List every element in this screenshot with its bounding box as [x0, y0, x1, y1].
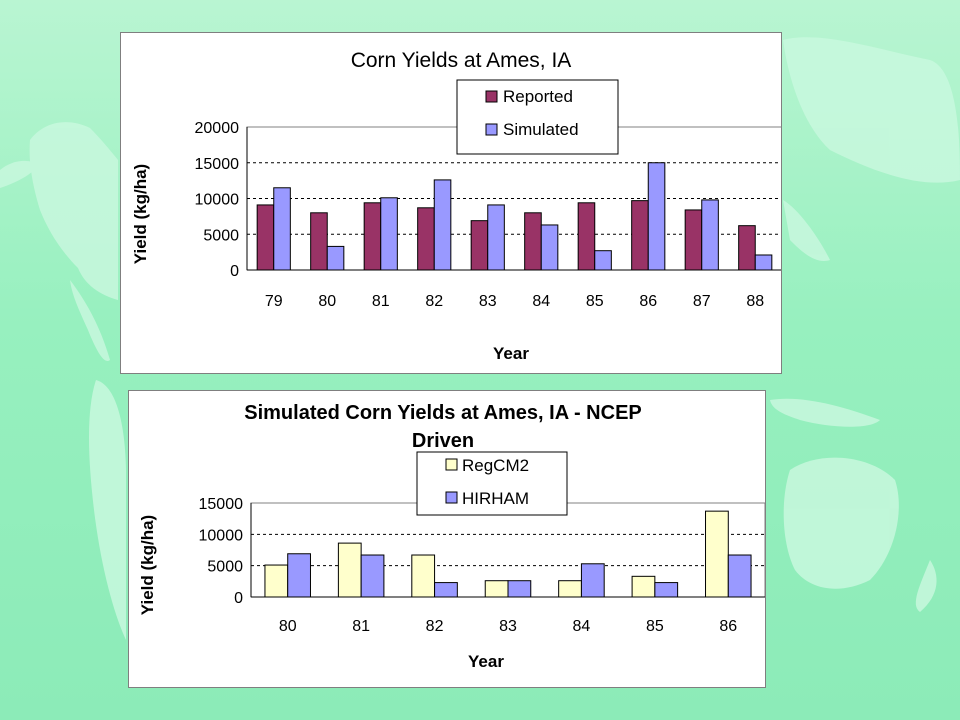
bar-hirham-84 [580, 563, 605, 598]
bar-regcm2-83 [484, 580, 509, 598]
y-axis-title: Yield (kg/ha) [131, 164, 150, 264]
x-tick-label: 87 [693, 293, 711, 310]
bar-chart-reported-vs-simulated: Corn Yields at Ames, IA 0 5000 10000 15000 2… [131, 49, 783, 363]
y-axis-title: Yield (kg/ha) [138, 515, 157, 615]
bar-simulated-88 [754, 254, 773, 271]
bar-regcm2-86 [705, 510, 729, 598]
chart-panel-ncep-driven: Simulated Corn Yields at Ames, IA - NCEP… [128, 390, 766, 688]
y-tick-label: 5000 [207, 559, 243, 576]
bar-hirham-85 [654, 582, 679, 598]
x-tick-label: 81 [352, 618, 370, 635]
bar-simulated-84 [540, 224, 559, 271]
legend: Reported Simulated [456, 79, 619, 155]
chart-title-line-2: Driven [412, 430, 474, 452]
legend-label-regcm2: RegCM2 [462, 456, 529, 475]
bars [264, 510, 752, 598]
legend-swatch-reported [485, 90, 498, 103]
x-tick-label: 81 [372, 293, 390, 310]
x-tick-label: 80 [279, 618, 297, 635]
map-southeast-asia-shape [783, 200, 830, 261]
bar-regcm2-81 [337, 542, 362, 598]
y-tick-labels: 0 5000 10000 15000 20000 [195, 120, 240, 280]
bar-simulated-87 [701, 199, 719, 271]
bar-reported-81 [363, 202, 382, 271]
map-central-america-shape [70, 280, 110, 361]
x-tick-labels: 80 81 82 83 84 85 86 [279, 618, 737, 635]
bar-regcm2-84 [558, 580, 582, 598]
x-tick-label: 85 [586, 293, 604, 310]
map-north-america-shape [29, 122, 118, 300]
bar-reported-88 [738, 225, 756, 271]
bar-regcm2-85 [631, 575, 656, 598]
y-tick-label: 5000 [203, 227, 239, 244]
legend-swatch-simulated [485, 123, 498, 136]
legend-label-hirham: HIRHAM [462, 489, 529, 508]
legend-label-simulated: Simulated [503, 120, 579, 139]
y-tick-label: 10000 [199, 527, 244, 544]
bar-simulated-83 [487, 204, 505, 271]
x-tick-label: 79 [265, 293, 283, 310]
bar-simulated-82 [433, 179, 452, 271]
chart-title-line-1: Simulated Corn Yields at Ames, IA - NCEP [244, 402, 642, 424]
bar-hirham-82 [434, 582, 458, 598]
x-tick-label: 83 [499, 618, 517, 635]
bar-simulated-79 [273, 187, 291, 271]
y-tick-label: 0 [234, 590, 243, 607]
x-tick-label: 80 [318, 293, 336, 310]
x-tick-label: 84 [532, 293, 550, 310]
bar-reported-86 [631, 200, 649, 271]
x-tick-label: 88 [746, 293, 764, 310]
y-tick-label: 20000 [195, 120, 240, 137]
bar-hirham-86 [727, 554, 752, 598]
y-tick-label: 10000 [195, 192, 240, 209]
bar-hirham-81 [360, 554, 385, 598]
x-axis-title: Year [493, 344, 529, 363]
x-tick-label: 85 [646, 618, 664, 635]
map-australia-shape [783, 457, 899, 589]
legend-label-reported: Reported [503, 87, 573, 106]
legend-swatch-regcm2 [445, 458, 458, 471]
map-new-zealand-shape [915, 560, 937, 612]
x-tick-labels: 79 80 81 82 83 84 85 86 87 88 [265, 293, 764, 310]
bar-reported-84 [524, 212, 542, 271]
map-south-america-shape [89, 380, 126, 640]
bar-regcm2-82 [411, 554, 436, 598]
bar-reported-85 [577, 202, 596, 271]
legend-box [416, 451, 568, 516]
x-tick-label: 83 [479, 293, 497, 310]
chart-panel-reported-vs-simulated: Corn Yields at Ames, IA 0 5000 10000 15000 2… [120, 32, 783, 374]
x-tick-label: 86 [639, 293, 657, 310]
legend: RegCM2 HIRHAM [416, 451, 568, 516]
bar-hirham-83 [507, 580, 532, 598]
chart-title: Corn Yields at Ames, IA [351, 49, 572, 72]
y-tick-label: 0 [230, 263, 239, 280]
bar-reported-79 [256, 204, 275, 271]
bar-simulated-85 [594, 250, 612, 271]
y-tick-label: 15000 [199, 496, 244, 513]
bar-simulated-86 [647, 162, 666, 271]
bar-reported-87 [684, 209, 703, 271]
y-tick-label: 15000 [195, 156, 240, 173]
x-axis-title: Year [468, 652, 504, 671]
bar-regcm2-80 [264, 564, 289, 598]
bar-reported-83 [470, 220, 489, 271]
legend-box [456, 79, 619, 155]
bar-chart-ncep-driven: Simulated Corn Yields at Ames, IA - NCEP… [138, 402, 766, 671]
bar-reported-80 [310, 212, 328, 271]
map-asia-shape [783, 37, 960, 183]
map-alaska-shape [0, 160, 40, 188]
x-tick-label: 82 [426, 618, 444, 635]
bars [256, 162, 773, 271]
legend-swatch-hirham [445, 491, 458, 504]
map-indonesia-shape [770, 398, 880, 427]
x-tick-label: 84 [573, 618, 591, 635]
x-tick-label: 82 [425, 293, 443, 310]
x-tick-label: 86 [719, 618, 737, 635]
y-tick-labels: 0 5000 10000 15000 [199, 496, 244, 607]
bar-simulated-81 [380, 197, 398, 271]
bar-simulated-80 [326, 245, 345, 271]
bar-reported-82 [417, 207, 435, 271]
bar-hirham-80 [287, 553, 311, 598]
